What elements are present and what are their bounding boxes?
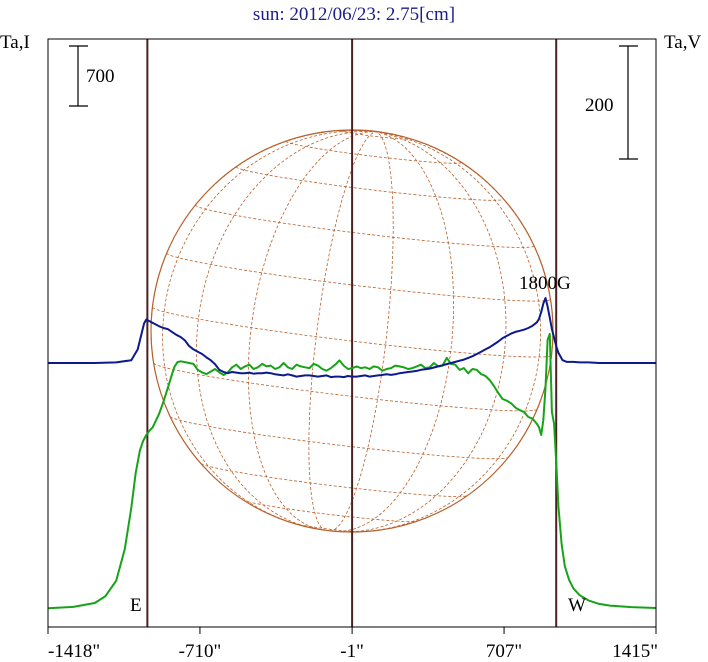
meridian-line <box>333 131 454 532</box>
x-tick-label: -710" <box>179 641 222 662</box>
parallel-line <box>169 416 509 460</box>
y-axis-label-right: Ta,V <box>664 32 701 53</box>
x-axis-ticks: -1418" -710" -1" 707" 1415" <box>47 627 658 662</box>
parallel-line <box>166 252 551 302</box>
limb-label-east: E <box>130 595 142 616</box>
parallel-line <box>340 130 411 140</box>
y-axis-label-left: Ta,I <box>0 32 30 53</box>
meridian-line <box>308 131 377 531</box>
chart-title: sun: 2012/06/23: 2.75[cm] <box>253 4 455 25</box>
series-line-intensity <box>47 332 657 610</box>
scale-right-label: 200 <box>585 95 614 116</box>
meridian-line <box>162 130 377 528</box>
x-tick-label: 1415" <box>612 641 658 662</box>
scale-bar-left <box>69 45 88 107</box>
scale-bar-right <box>619 45 638 160</box>
scale-left-label: 700 <box>86 66 115 87</box>
parallel-line <box>152 306 552 358</box>
x-tick-label: -1" <box>340 641 364 662</box>
meridian-line <box>329 131 394 532</box>
parallel-line <box>285 140 462 164</box>
meridian-line <box>335 131 507 533</box>
parallel-line <box>294 523 363 533</box>
parallel-line <box>153 362 538 412</box>
solar-disk-grid <box>150 129 554 533</box>
limb-lines <box>146 39 558 627</box>
parallel-line <box>235 166 504 201</box>
x-tick-label: 707" <box>486 641 522 662</box>
meridian-line <box>196 130 377 530</box>
parallel-line <box>195 204 535 248</box>
meridian-line <box>150 129 377 381</box>
meridian-line <box>347 131 541 533</box>
parallel-line <box>242 499 418 523</box>
x-tick-label: -1418" <box>48 641 100 662</box>
parallel-line <box>200 463 468 497</box>
series-line-stokes_v <box>48 297 656 379</box>
annotation-1800g: 1800G <box>519 273 571 294</box>
meridian-line <box>248 131 377 531</box>
limb-label-west: W <box>568 595 586 616</box>
data-series <box>47 297 657 610</box>
